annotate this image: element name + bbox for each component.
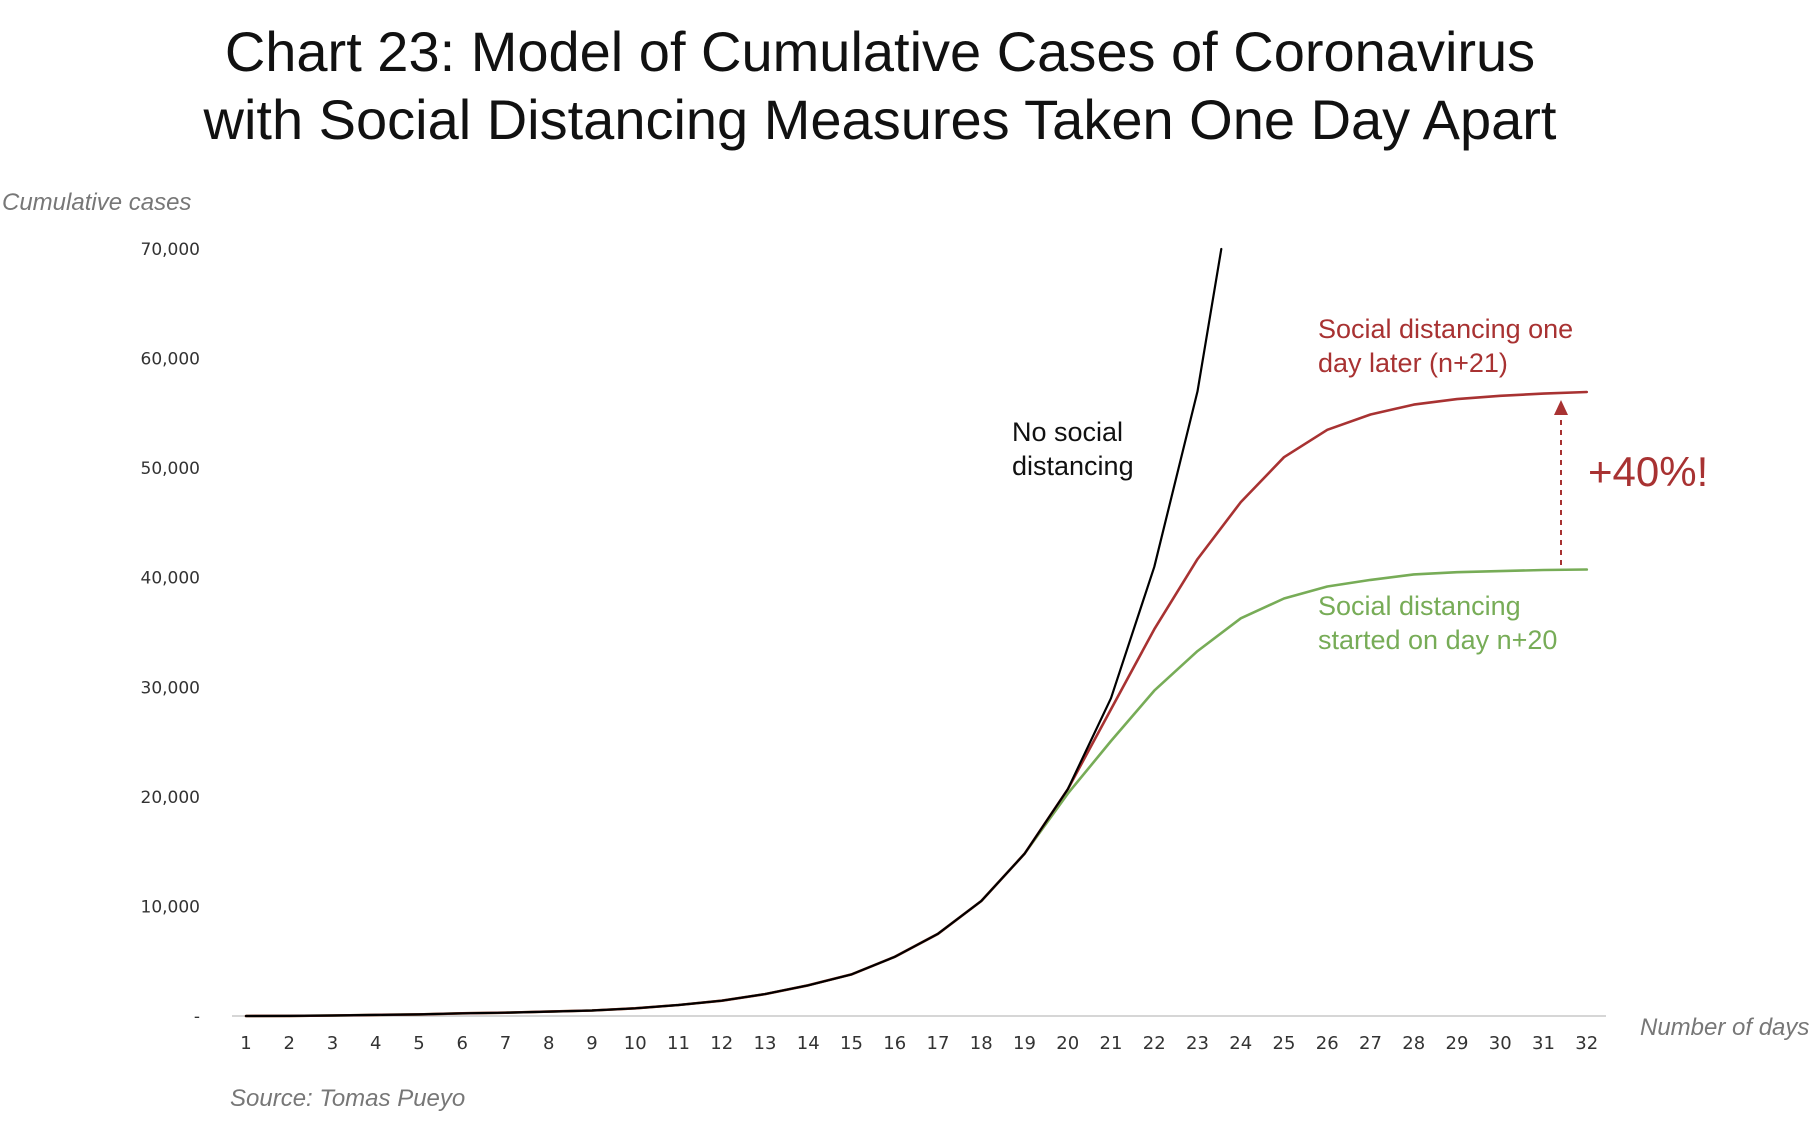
x-tick-label: 24 — [1229, 1033, 1252, 1054]
y-tick-labels: - 10,000 20,000 30,000 40,000 50,000 60,000 70,… — [141, 240, 200, 1027]
x-tick-label: 17 — [927, 1033, 950, 1054]
series-line-no-sd — [244, 247, 1223, 1018]
chart-title-line-1: Chart 23: Model of Cumulative Cases of C… — [224, 20, 1536, 83]
y-tick-label: 60,000 — [141, 350, 200, 370]
x-tick-label: 16 — [883, 1033, 906, 1054]
x-tick-label: 1 — [240, 1033, 251, 1054]
x-tick-label: 8 — [543, 1033, 554, 1054]
x-tick-label: 27 — [1359, 1033, 1382, 1054]
x-tick-label: 21 — [1100, 1033, 1123, 1054]
y-tick-label: 50,000 — [141, 459, 200, 479]
y-tick-label: 40,000 — [141, 569, 200, 589]
x-axis-title: Number of days — [1640, 1014, 1809, 1041]
y-tick-label: 30,000 — [141, 678, 200, 698]
x-tick-label: 32 — [1575, 1033, 1598, 1054]
label-distancing-earlier-2: started on day n+20 — [1318, 625, 1557, 655]
x-tick-label: 13 — [754, 1033, 777, 1054]
x-tick-label: 29 — [1446, 1033, 1469, 1054]
increase-label: +40%! — [1588, 448, 1708, 495]
x-tick-labels: 1 2 3 4 5 6 7 8 9 10 11 12 13 14 15 16 17 18 19 20 21 22 23 24 2… — [240, 1033, 1598, 1054]
x-tick-label: 6 — [457, 1033, 468, 1054]
x-tick-label: 23 — [1186, 1033, 1209, 1054]
label-distancing-earlier-1: Social distancing — [1318, 591, 1521, 621]
x-tick-label: 5 — [413, 1033, 424, 1054]
x-tick-label: 10 — [624, 1033, 647, 1054]
x-tick-label: 12 — [710, 1033, 733, 1054]
x-tick-label: 7 — [500, 1033, 511, 1054]
y-tick-label: 70,000 — [141, 240, 200, 260]
source-note: Source: Tomas Pueyo — [230, 1085, 465, 1112]
label-distancing-later-1: Social distancing one — [1318, 314, 1573, 344]
chart-title: Chart 23: Model of Cumulative Cases of C… — [0, 18, 1760, 154]
label-no-social-distancing-1: No social — [1012, 417, 1123, 447]
x-tick-label: 4 — [370, 1033, 381, 1054]
x-tick-label: 15 — [840, 1033, 863, 1054]
x-tick-label: 30 — [1489, 1033, 1512, 1054]
series-line-sd-day21 — [244, 390, 1589, 1018]
x-tick-label: 31 — [1532, 1033, 1555, 1054]
x-tick-label: 18 — [970, 1033, 993, 1054]
x-tick-label: 22 — [1143, 1033, 1166, 1054]
increase-arrowhead — [1554, 400, 1568, 415]
series-lines — [244, 247, 1589, 1018]
y-tick-label: 20,000 — [141, 788, 200, 808]
x-tick-label: 14 — [797, 1033, 820, 1054]
chart-title-line-2: with Social Distancing Measures Taken On… — [203, 88, 1557, 151]
x-tick-label: 9 — [586, 1033, 597, 1054]
y-axis-title: Cumulative cases — [2, 189, 191, 216]
x-tick-label: 28 — [1402, 1033, 1425, 1054]
y-tick-label: 10,000 — [141, 897, 200, 917]
x-tick-label: 11 — [667, 1033, 690, 1054]
x-tick-label: 26 — [1316, 1033, 1339, 1054]
label-distancing-later-2: day later (n+21) — [1318, 348, 1508, 378]
y-tick-label: - — [194, 1007, 200, 1027]
x-tick-label: 19 — [1013, 1033, 1036, 1054]
x-tick-label: 2 — [284, 1033, 295, 1054]
x-tick-label: 25 — [1273, 1033, 1296, 1054]
x-tick-label: 20 — [1056, 1033, 1079, 1054]
x-tick-label: 3 — [327, 1033, 338, 1054]
label-no-social-distancing-2: distancing — [1012, 451, 1134, 481]
